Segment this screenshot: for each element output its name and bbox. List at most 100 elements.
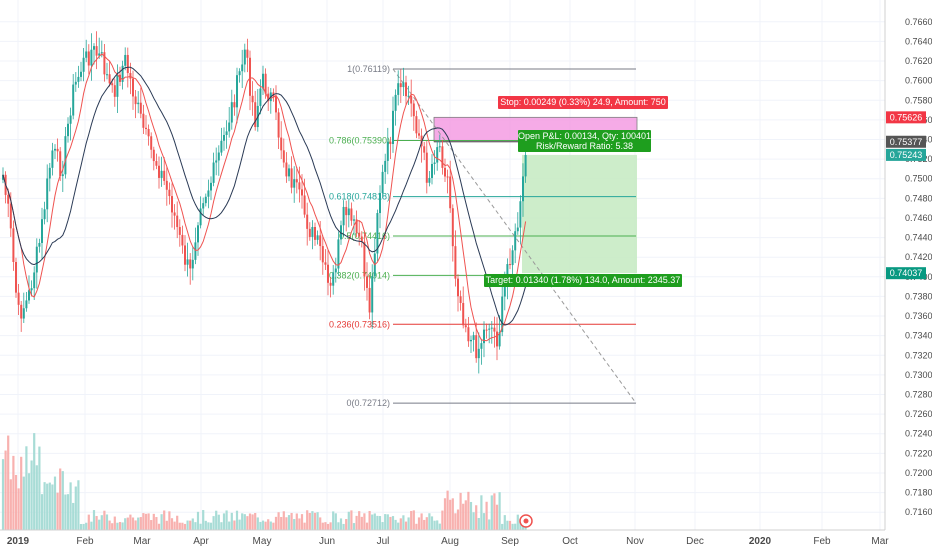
candle-body	[38, 242, 41, 247]
candle-body	[475, 335, 478, 359]
candle-body	[503, 282, 506, 297]
volume-bar	[342, 523, 345, 530]
candle-body	[511, 250, 514, 266]
volume-bar	[261, 520, 265, 530]
price-badge	[886, 111, 926, 124]
fib-level-label: 0.786(0.75390)	[329, 135, 390, 145]
volume-bar	[98, 519, 101, 530]
candle-body	[524, 155, 527, 177]
volume-bar	[376, 515, 379, 530]
volume-bar	[64, 494, 67, 530]
candle-body	[399, 83, 402, 88]
fib-level-label: 0(0.72712)	[346, 398, 390, 408]
candle-body	[28, 290, 30, 301]
volume-bar	[451, 498, 454, 530]
volume-bar	[490, 495, 493, 530]
candle-body	[233, 102, 236, 108]
volume-bar	[51, 484, 54, 530]
volume-bar	[300, 514, 304, 530]
volume-bar	[373, 513, 376, 530]
volume-bar	[129, 514, 132, 530]
candle-body	[35, 246, 38, 273]
candle-body	[33, 272, 36, 289]
volume-bar	[472, 512, 475, 530]
candle-body	[108, 74, 111, 84]
candle-body	[306, 214, 309, 229]
candle-body	[337, 239, 340, 269]
candle-body	[381, 171, 384, 194]
volume-bar	[303, 522, 306, 530]
time-axis[interactable]: 2019 Feb Mar Apr May Jun Jul Aug Sep Oct Nov Dec 202…	[0, 529, 932, 550]
volume-bar	[415, 523, 418, 530]
candle-body	[243, 49, 246, 65]
candle-body	[223, 134, 225, 141]
volume-bar	[95, 516, 98, 530]
volume-bar	[69, 482, 72, 530]
fib-level-label: 0.236(0.73516)	[329, 319, 390, 329]
volume-bar	[113, 516, 116, 530]
volume-bar	[59, 468, 62, 530]
candle-body	[415, 116, 418, 134]
pnl-label: Open P&L: 0.00134, Qty: 100401Risk/Rewar…	[518, 130, 651, 152]
volume-bar	[254, 512, 257, 530]
fibonacci-retracement[interactable]: 1(0.76119) 0.786(0.75390) 0.618(0.74818) 0.…	[329, 64, 637, 408]
candle-body	[228, 122, 231, 132]
volume-bar	[189, 520, 192, 530]
volume-bar	[319, 517, 322, 530]
candle-body	[225, 131, 228, 135]
candle-body	[519, 201, 522, 228]
volume-bar	[178, 522, 181, 530]
volume-bar	[131, 517, 135, 530]
candle-body	[241, 64, 244, 72]
target-zone	[522, 154, 637, 274]
candle-body	[506, 264, 509, 283]
candle-body	[467, 327, 470, 342]
volume-bar	[246, 516, 249, 530]
volume-bar	[209, 522, 213, 530]
price-badge-label: 0.75377	[890, 137, 923, 147]
volume-bar	[352, 523, 356, 530]
candle-body	[134, 96, 137, 105]
volume-bar	[332, 511, 335, 530]
candle-body	[168, 189, 171, 197]
ma-fast-line	[2, 53, 527, 342]
candle-body	[470, 339, 472, 342]
volume-bar	[456, 509, 460, 530]
volume-bar	[324, 522, 327, 530]
volume-bar	[391, 516, 395, 530]
volume-bar	[365, 522, 369, 530]
x-tick-label: Oct	[562, 536, 578, 547]
volume-bar	[308, 512, 311, 530]
x-tick-label: Nov	[626, 536, 644, 547]
target-label: Target: 0.01340 (1.78%) 134.0, Amount: 2…	[484, 274, 682, 287]
volume-bar	[482, 513, 486, 530]
candle-body	[264, 73, 267, 94]
candle-body	[215, 160, 218, 163]
volume-bar	[152, 513, 155, 530]
volume-bar	[290, 512, 293, 530]
volume-bar	[378, 516, 382, 530]
volume-bar	[464, 500, 467, 530]
volume-bar	[207, 522, 210, 530]
candle-body	[347, 208, 350, 216]
candle-body	[12, 228, 15, 263]
target-label-text: Target: 0.01340 (1.78%) 134.0, Amount: 2…	[486, 275, 681, 285]
candle-body	[353, 219, 355, 221]
volume-bar	[220, 522, 223, 530]
candle-body	[22, 308, 25, 319]
candle-body	[402, 82, 405, 88]
volume-bar	[150, 520, 153, 530]
volume-bar	[77, 480, 80, 530]
candle-body	[98, 53, 101, 56]
volume-bar	[511, 523, 514, 530]
candle-body	[516, 227, 519, 232]
position-labels: Stop: 0.00249 (0.33%) 24.9, Amount: 750 O…	[484, 96, 682, 528]
